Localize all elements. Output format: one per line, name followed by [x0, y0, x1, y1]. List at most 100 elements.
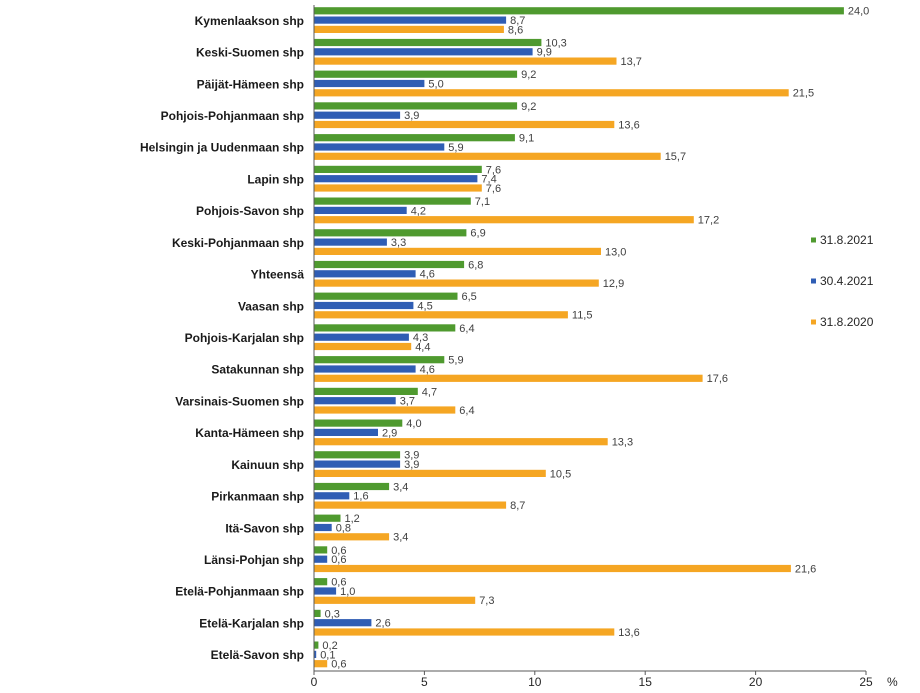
bar	[314, 451, 401, 459]
value-label: 0,6	[331, 577, 346, 589]
bar	[314, 216, 694, 224]
bar	[314, 324, 456, 332]
value-label: 8,7	[510, 500, 525, 512]
value-label: 10,5	[550, 468, 571, 480]
bar	[314, 641, 319, 649]
category-label: Pohjois-Pohjanmaan shp	[161, 109, 304, 123]
value-label: 10,3	[545, 37, 566, 49]
value-label: 6,4	[459, 405, 474, 417]
value-label: 11,5	[572, 310, 593, 322]
value-label: 7,6	[486, 183, 501, 195]
bar	[314, 564, 791, 573]
value-label: 4,5	[417, 300, 432, 312]
value-label: 3,4	[393, 481, 408, 493]
bar	[314, 650, 317, 658]
bar	[314, 270, 416, 278]
value-label: 3,7	[400, 396, 415, 408]
value-label: 9,1	[519, 133, 534, 145]
value-label: 7,4	[481, 174, 496, 186]
category-label: Kymenlaakson shp	[195, 14, 304, 28]
bar	[314, 523, 332, 532]
x-tick-label: 15	[639, 675, 653, 689]
value-label: 17,2	[698, 215, 719, 227]
value-label: 0,6	[331, 554, 346, 566]
x-tick-label: 20	[749, 675, 763, 689]
legend: 31.8.2021 30.4.2021 31.8.2020	[811, 233, 874, 329]
value-label: 0,6	[331, 659, 346, 671]
bar	[314, 469, 546, 477]
bar	[314, 596, 476, 604]
category-label: Länsi-Pohjan shp	[204, 553, 304, 567]
value-label: 6,9	[470, 228, 485, 240]
bar	[314, 578, 328, 586]
bar	[314, 387, 418, 395]
category-label: Pirkanmaan shp	[211, 490, 304, 504]
bar	[314, 438, 608, 446]
value-label: 4,6	[420, 269, 435, 281]
category-label: Lapin shp	[247, 172, 304, 186]
category-label: Helsingin ja Uudenmaan shp	[140, 141, 304, 155]
bar	[314, 406, 456, 414]
legend-swatch	[811, 237, 816, 243]
value-label: 3,9	[404, 110, 419, 122]
axes	[313, 5, 866, 672]
value-label: 3,9	[404, 450, 419, 462]
legend-swatch	[811, 278, 816, 284]
bar	[314, 587, 337, 595]
bar	[314, 206, 407, 214]
bar-group	[314, 7, 844, 668]
value-label: 0,2	[322, 640, 337, 652]
category-label: Keski-Pohjanmaan shp	[172, 236, 304, 250]
value-label: 13,6	[618, 119, 639, 131]
value-label: 3,4	[393, 532, 408, 544]
category-label: Etelä-Pohjanmaan shp	[175, 585, 304, 599]
bar	[314, 48, 533, 56]
bar	[314, 533, 390, 541]
value-label: 2,6	[375, 618, 390, 630]
value-label: 2,9	[382, 427, 397, 439]
value-label: 4,0	[406, 418, 421, 430]
bar	[314, 333, 409, 341]
value-label: 5,9	[448, 355, 463, 367]
bar	[314, 197, 471, 205]
category-label: Kanta-Hämeen shp	[195, 426, 304, 440]
category-label: Itä-Savon shp	[225, 521, 304, 535]
category-label: Kainuun shp	[231, 458, 304, 472]
value-label: 3,9	[404, 459, 419, 471]
value-label: 0,8	[336, 522, 351, 534]
bar	[314, 25, 504, 33]
value-label: 17,6	[707, 373, 728, 385]
value-label: 9,2	[521, 69, 536, 81]
bar	[314, 492, 350, 500]
bar	[314, 428, 378, 436]
bar	[314, 7, 844, 15]
category-label: Vaasan shp	[238, 299, 304, 313]
value-label: 6,5	[462, 291, 477, 303]
value-label: 13,7	[621, 56, 642, 68]
bar	[314, 301, 414, 310]
category-label: Keski-Suomen shp	[196, 46, 304, 60]
value-label: 13,0	[605, 246, 626, 258]
value-label: 9,9	[537, 47, 552, 59]
bar	[314, 619, 372, 627]
value-label: 12,9	[603, 278, 624, 290]
bar	[314, 229, 467, 237]
value-label: 9,2	[521, 101, 536, 113]
x-tick-group: 0 5 10 15 20 25	[311, 671, 873, 689]
value-label-group: 24,08,78,610,39,913,79,25,021,59,23,913,…	[320, 6, 869, 671]
category-label: Etelä-Karjalan shp	[199, 616, 304, 630]
bar	[314, 143, 445, 151]
x-tick-label: 10	[528, 675, 542, 689]
value-label: 8,7	[510, 15, 525, 27]
value-label: 1,0	[340, 586, 355, 598]
legend-label: 30.4.2021	[820, 274, 874, 288]
bar	[314, 660, 328, 668]
legend-label: 31.8.2021	[820, 233, 874, 247]
bar	[314, 165, 482, 173]
value-label: 0,6	[331, 545, 346, 557]
bar	[314, 546, 328, 554]
value-label: 5,0	[428, 78, 443, 90]
value-label: 6,4	[459, 323, 474, 335]
bar	[314, 89, 789, 97]
